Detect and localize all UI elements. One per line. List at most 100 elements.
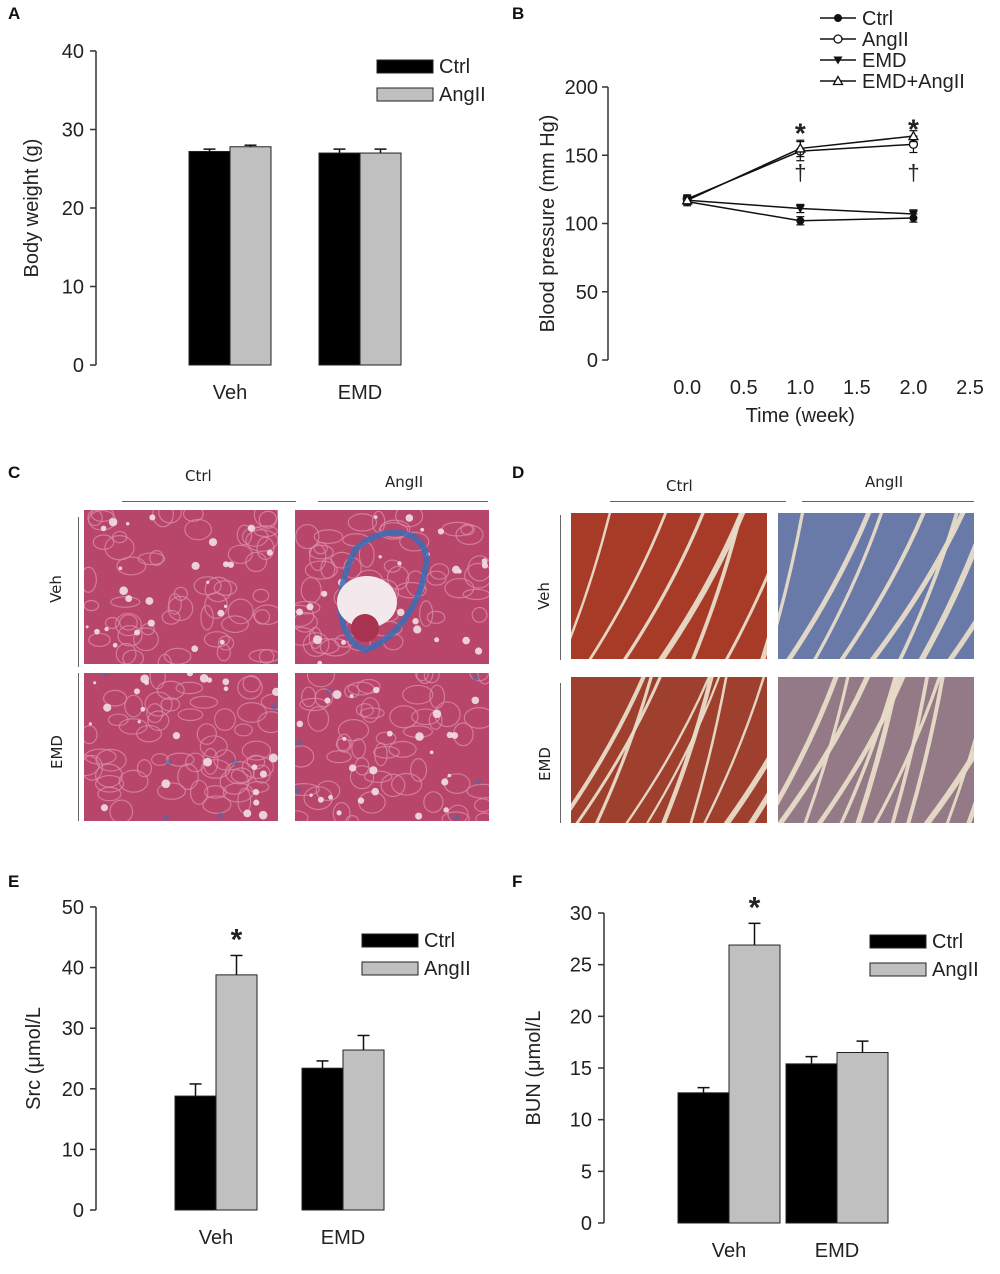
bar-angii-veh — [229, 146, 272, 366]
significance-marker: * — [231, 923, 243, 956]
x-tick-label: 1.5 — [843, 377, 871, 399]
bar-ctrl-veh — [188, 150, 231, 366]
y-tick-label: 0 — [73, 355, 84, 377]
column-rule-angii — [318, 501, 488, 502]
bar-angii-veh — [728, 944, 781, 1224]
y-tick-label: 30 — [62, 120, 84, 142]
panel-d: D Ctrl AngII Veh EMD — [500, 455, 1000, 835]
x-tick-label: EMD — [321, 1227, 365, 1249]
x-tick-label: 2.0 — [900, 377, 928, 399]
y-tick-label: 50 — [576, 282, 598, 304]
y-tick-label: 10 — [62, 277, 84, 299]
x-axis-label: Time (week) — [746, 405, 855, 427]
legend-swatch — [869, 934, 927, 949]
panel-e: E 0 10 20 30 40 50 Src (μmol/L Veh EMD * Ctrl AngII — [0, 850, 500, 1269]
y-tick-label: 30 — [570, 903, 592, 925]
row-rule-emd — [560, 683, 561, 823]
y-tick-label: 10 — [62, 1139, 84, 1161]
panel-c: C Ctrl AngII Veh EMD — [0, 455, 500, 835]
x-tick-label: Veh — [199, 1227, 233, 1249]
x-tick-label: Veh — [712, 1240, 746, 1262]
significance-marker: * — [795, 118, 806, 149]
x-tick-label: 0.0 — [673, 377, 701, 399]
bar-angii-veh — [215, 974, 258, 1211]
y-tick-label: 20 — [570, 1006, 592, 1028]
y-tick-label: 40 — [62, 41, 84, 63]
legend-label: AngII — [932, 959, 979, 981]
row-label-veh: Veh — [534, 582, 553, 610]
panel-letter: C — [8, 463, 21, 482]
bar-angii-emd — [342, 1049, 385, 1211]
chart-b-blood-pressure: 0 50 100 150 200 0.0 0.5 1.0 1.5 2.0 2.5 Time (week… — [537, 8, 984, 427]
bar-ctrl-emd — [785, 1063, 838, 1224]
column-label-ctrl: Ctrl — [666, 477, 693, 495]
legend-label: Ctrl — [439, 56, 470, 78]
legend-label: Ctrl — [424, 930, 455, 952]
column-label-angii: AngII — [865, 473, 904, 491]
significance-marker: * — [749, 891, 761, 924]
panel-letter: E — [8, 872, 20, 891]
histology-image-heart-angii-veh — [778, 513, 974, 659]
y-tick-label: 10 — [570, 1110, 592, 1132]
column-rule-ctrl — [122, 501, 296, 502]
data-point-emd+angii — [681, 194, 693, 205]
chart-f-bun: 0 5 10 15 20 25 30 BUN (μmol/L Veh EMD * Ctrl AngII — [523, 891, 979, 1262]
x-tick-label: 2.5 — [956, 377, 984, 399]
y-tick-label: 0 — [73, 1200, 84, 1222]
data-point-ctrl — [796, 216, 805, 225]
x-tick-label: EMD — [815, 1240, 859, 1262]
data-point-emd — [795, 204, 805, 213]
histology-image-kidney-angii-veh — [295, 510, 489, 664]
legend-marker — [833, 56, 843, 65]
legend-marker — [833, 34, 843, 44]
legend-marker — [834, 14, 842, 22]
bar-ctrl-veh — [677, 1092, 730, 1224]
y-axis-label: Blood pressure (mm Hg) — [537, 115, 559, 333]
x-tick-label: EMD — [338, 382, 382, 404]
column-rule-ctrl — [610, 501, 786, 502]
legend-label: AngII — [439, 84, 486, 106]
legend-label: EMD+AngII — [862, 71, 965, 93]
column-label-ctrl: Ctrl — [185, 467, 212, 485]
row-label-emd: EMD — [535, 747, 554, 781]
y-tick-label: 150 — [565, 145, 598, 167]
x-tick-label: Veh — [213, 382, 247, 404]
row-rule-veh — [560, 515, 561, 660]
legend-swatch — [361, 933, 419, 948]
y-tick-label: 50 — [62, 897, 84, 919]
bar-angii-emd — [836, 1052, 889, 1224]
histology-image-heart-ctrl-veh — [571, 513, 767, 659]
row-label-emd: EMD — [47, 735, 66, 769]
chart-e-src: 0 10 20 30 40 50 Src (μmol/L Veh EMD * Ctrl AngII — [23, 897, 471, 1249]
legend-swatch — [376, 87, 434, 102]
legend-swatch — [869, 962, 927, 977]
row-label-veh: Veh — [46, 575, 65, 603]
x-tick-label: 1.0 — [786, 377, 814, 399]
column-rule-angii — [802, 501, 974, 502]
significance-marker: † — [794, 160, 806, 185]
legend-label: Ctrl — [862, 8, 893, 30]
bar-ctrl-emd — [318, 152, 361, 366]
histology-image-kidney-ctrl-emd — [84, 673, 278, 821]
legend-swatch — [361, 961, 419, 976]
panel-a: A 0 10 20 30 40 Body weight (g) Veh EMD Ctrl AngI… — [0, 0, 500, 450]
bar-ctrl-veh — [174, 1095, 217, 1211]
y-tick-label: 0 — [587, 350, 598, 372]
data-point-emd — [908, 210, 918, 219]
panel-letter: B — [512, 4, 525, 23]
chart-a-body-weight: 0 10 20 30 40 Body weight (g) Veh EMD Ctrl AngII — [21, 41, 486, 404]
significance-marker: † — [907, 160, 919, 185]
y-axis-label: BUN (μmol/L — [523, 1011, 545, 1126]
column-label-angii: AngII — [385, 473, 424, 491]
legend-label: Ctrl — [932, 931, 963, 953]
row-rule-veh — [78, 517, 79, 667]
legend-label: EMD — [862, 50, 906, 72]
histology-image-kidney-angii-emd — [295, 673, 489, 821]
legend-label: AngII — [862, 29, 909, 51]
y-tick-label: 40 — [62, 958, 84, 980]
x-tick-label: 0.5 — [730, 377, 758, 399]
panel-letter: A — [8, 4, 21, 23]
legend-marker — [832, 75, 844, 86]
histology-image-kidney-ctrl-veh — [84, 510, 278, 664]
y-tick-label: 5 — [581, 1161, 592, 1183]
